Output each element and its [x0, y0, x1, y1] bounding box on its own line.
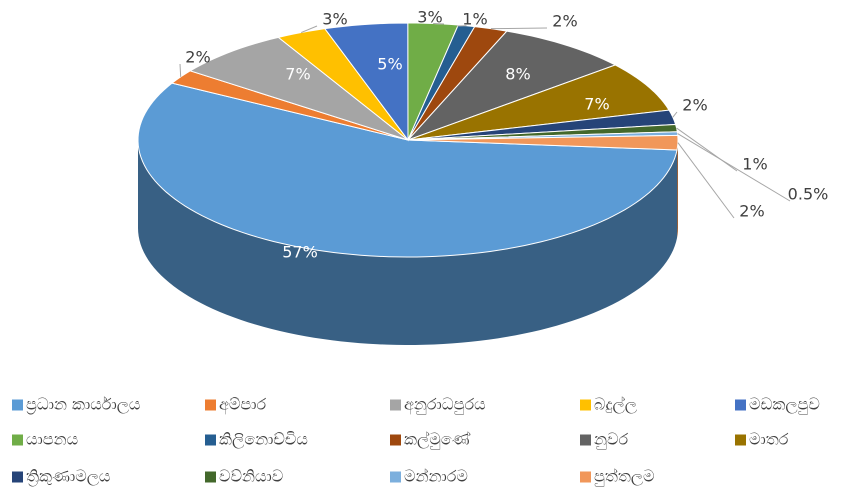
leader-line — [179, 63, 182, 77]
legend-swatch — [580, 434, 591, 446]
data-label: 2% — [739, 202, 764, 221]
legend-label: නුවර — [594, 430, 628, 450]
legend-label: මන්නාරම — [404, 467, 468, 486]
legend-label: ත්‍රිකුණාමලය — [26, 467, 110, 487]
legend-swatch — [390, 471, 401, 483]
legend-swatch — [390, 434, 401, 446]
slice — [323, 22, 409, 142]
legend-label: අම්පාර — [219, 395, 266, 415]
legend-swatch — [205, 434, 216, 446]
legend-label: කල්මුණේ — [404, 430, 470, 450]
data-label: 7% — [584, 95, 609, 114]
legend-label: බදුල්ල — [594, 395, 637, 415]
legend-label: මඩකලපුව — [749, 395, 820, 415]
leader-line — [672, 111, 678, 118]
data-label: 2% — [552, 12, 577, 31]
data-label: 5% — [377, 55, 402, 74]
leader-line — [677, 142, 735, 219]
legend-label: කිලිනොච්චිය — [219, 430, 308, 450]
slice — [137, 82, 678, 258]
data-label: 8% — [505, 65, 530, 84]
legend-label: අනුරාධපුරය — [404, 395, 486, 415]
slice — [189, 36, 409, 141]
legend-swatch — [205, 399, 216, 411]
leader-line — [677, 133, 791, 202]
legend-swatch — [580, 399, 591, 411]
data-label: 0.5% — [788, 185, 829, 204]
slice-side — [138, 140, 678, 345]
legend-swatch — [390, 399, 401, 411]
data-label: 1% — [462, 10, 487, 29]
legend-label: වව්නියාව — [219, 467, 283, 486]
data-label: 2% — [185, 48, 210, 67]
leader-line — [490, 27, 548, 30]
legend-swatch — [12, 399, 23, 411]
legend-label: යාපනය — [26, 430, 78, 449]
slice — [407, 30, 617, 141]
data-label: 7% — [285, 65, 310, 84]
data-label: 57% — [282, 243, 318, 262]
legend-label: මාතර — [749, 430, 789, 449]
legend-swatch — [735, 434, 746, 446]
data-label: 3% — [322, 10, 347, 29]
data-label: 1% — [742, 155, 767, 174]
legend-label: පුත්තලම — [594, 467, 655, 487]
legend-swatch — [12, 471, 23, 483]
legend-swatch — [205, 471, 216, 483]
legend-label: ප්‍රධාන කාර්යාලය — [26, 395, 141, 415]
slice-side — [677, 140, 678, 238]
data-label: 2% — [682, 96, 707, 115]
leader-line — [676, 127, 738, 172]
legend-swatch — [12, 434, 23, 446]
slice — [407, 64, 670, 141]
legend-swatch — [580, 471, 591, 483]
leader-line — [300, 25, 318, 34]
legend-swatch — [735, 399, 746, 411]
data-label: 3% — [417, 8, 442, 27]
